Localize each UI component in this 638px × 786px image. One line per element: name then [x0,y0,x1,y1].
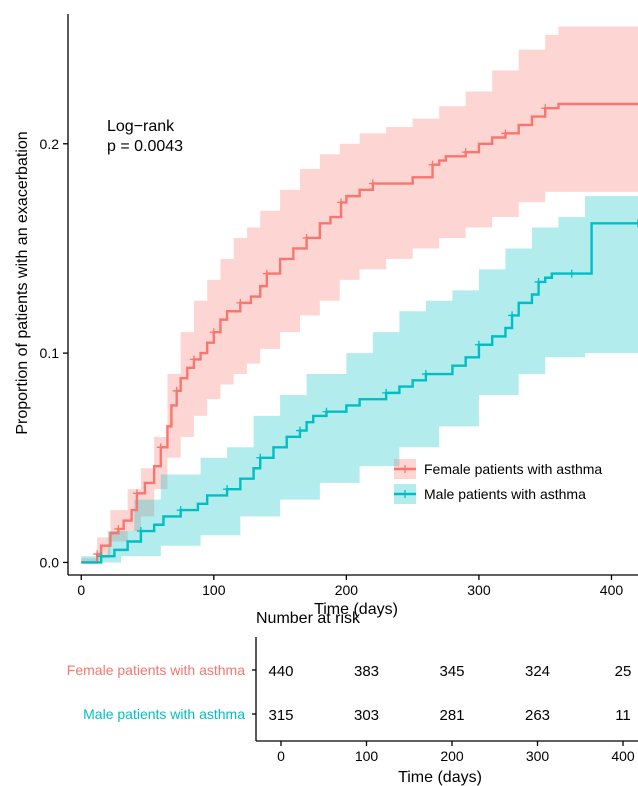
y-tick-label: 0.0 [40,554,60,570]
female-risk-value: 383 [354,663,379,680]
female-risk-value: 440 [268,663,293,680]
female-censor-mark [428,160,437,169]
x-tick-label: 100 [202,582,226,598]
female-censor-mark [541,104,550,113]
x-axis-ticks: 0 100 200 300 400 [77,575,623,598]
x-tick-label: 200 [335,582,359,598]
male-risk-value: 11 [615,707,631,724]
female-censor-mark [209,328,218,337]
risk-x-tick-label: 100 [355,748,379,764]
female-censor-mark [172,386,181,395]
female-censor-mark [132,489,141,498]
plot-area [81,26,638,564]
male-censor-mark [176,506,185,515]
male-censor-mark [295,426,304,435]
male-curve [81,222,638,564]
female-risk-value: 324 [525,663,550,680]
x-tick-label: 0 [77,582,85,598]
p-value-label: p = 0.0043 [107,138,183,155]
male-censor-mark [223,485,232,494]
risk-x-axis-ticks: 0 100 200 300 400 [277,741,635,764]
female-ci-band [81,26,638,563]
male-censor-mark [421,370,430,379]
male-censor-mark [382,388,391,397]
x-axis-title: Time (days) [314,601,398,618]
female-censor-mark [501,129,510,138]
logrank-label: Log−rank [107,118,175,135]
legend: Female patients with asthma Male patients… [394,459,602,504]
y-tick-label: 0.1 [40,345,60,361]
risk-x-tick-label: 200 [440,748,464,764]
risk-table: Female patients with asthma 440 383 345 324 2… [67,662,632,724]
female-censor-mark [337,198,346,207]
female-censor-mark [156,443,165,452]
male-censor-mark [634,219,638,228]
x-tick-label: 300 [467,582,491,598]
female-censor-mark [262,269,271,278]
male-ci-band [81,196,638,563]
x-tick-label: 400 [600,582,624,598]
female-risk-row-label: Female patients with asthma [67,662,245,678]
female-censor-mark [368,179,377,188]
risk-x-tick-label: 400 [611,748,635,764]
male-risk-value: 281 [439,707,464,724]
female-censor-mark [189,355,198,364]
female-censor-mark [236,298,245,307]
male-censor-mark [97,552,106,561]
male-risk-value: 303 [354,707,379,724]
risk-x-axis-title: Time (days) [398,769,482,786]
male-censor-mark [508,311,517,320]
y-tick-label: 0.2 [40,136,60,152]
female-legend-label: Female patients with asthma [424,461,602,477]
censor-marks [93,104,638,561]
female-risk-value: 345 [439,663,464,680]
male-censor-mark [256,453,265,462]
female-risk-value: 25 [615,663,632,680]
y-axis-title: Proportion of patients with an exacerbat… [14,131,31,434]
risk-x-tick-label: 300 [526,748,550,764]
risk-x-tick-label: 0 [277,748,285,764]
female-censor-mark [114,524,123,533]
female-censor-mark [461,148,470,157]
confidence-bands [81,26,638,563]
male-censor-mark [474,340,483,349]
risk-table-title: Number at risk [256,610,361,627]
male-censor-mark [136,527,145,536]
male-legend-label: Male patients with asthma [424,486,586,502]
male-risk-value: 315 [268,707,293,724]
male-censor-mark [534,277,543,286]
male-censor-mark [322,407,331,416]
male-risk-row-label: Male patients with asthma [83,706,245,722]
male-risk-value: 263 [525,707,550,724]
male-censor-mark [567,269,576,278]
y-axis-ticks: 0.0 0.1 0.2 [40,136,68,570]
female-censor-mark [302,233,311,242]
